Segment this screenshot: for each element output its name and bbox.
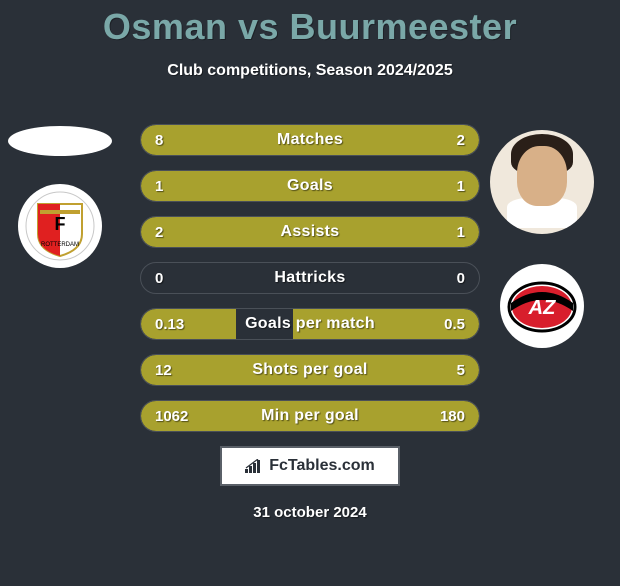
subtitle: Club competitions, Season 2024/2025 [0,62,620,80]
brand-text: FcTables.com [269,457,375,475]
stat-value-right: 2 [457,125,465,155]
stat-row: 8 Matches 2 [140,124,480,156]
stat-label: Matches [141,125,479,155]
stat-row: 1 Goals 1 [140,170,480,202]
brand-badge: FcTables.com [220,446,400,486]
stat-label: Shots per goal [141,355,479,385]
stat-label: Min per goal [141,401,479,431]
svg-text:AZ: AZ [528,297,556,319]
stat-label: Goals per match [141,309,479,339]
club-crest-right: AZ [500,264,584,348]
stat-row: 12 Shots per goal 5 [140,354,480,386]
stat-value-right: 0.5 [444,309,465,339]
page-title: Osman vs Buurmeester [0,6,620,48]
az-crest-icon: AZ [507,279,577,333]
avatar-left-placeholder [8,126,112,156]
stat-value-right: 1 [457,171,465,201]
chart-icon [245,459,263,473]
stat-row: 0.13 Goals per match 0.5 [140,308,480,340]
stat-row: 2 Assists 1 [140,216,480,248]
stats-container: 8 Matches 2 1 Goals 1 2 Assists 1 0 Hatt… [140,124,480,446]
stat-label: Goals [141,171,479,201]
stat-value-right: 180 [440,401,465,431]
stat-row: 0 Hattricks 0 [140,262,480,294]
avatar-right [490,130,594,234]
stat-label: Assists [141,217,479,247]
stat-value-right: 0 [457,263,465,293]
stat-label: Hattricks [141,263,479,293]
feyenoord-crest-icon: F ROTTERDAM [24,190,96,262]
stat-value-right: 1 [457,217,465,247]
svg-text:ROTTERDAM: ROTTERDAM [41,242,79,248]
svg-text:F: F [55,214,66,234]
club-crest-left: F ROTTERDAM [18,184,102,268]
date-text: 31 october 2024 [0,504,620,521]
stat-value-right: 5 [457,355,465,385]
stat-row: 1062 Min per goal 180 [140,400,480,432]
